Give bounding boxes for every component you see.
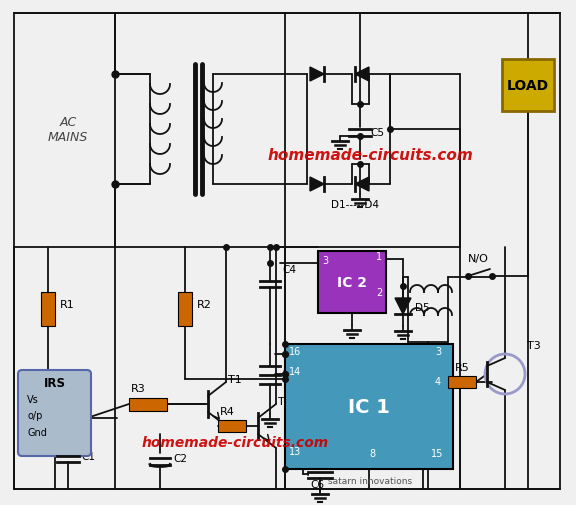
- Polygon shape: [310, 68, 324, 82]
- Text: C1: C1: [81, 451, 95, 461]
- Text: N/O: N/O: [468, 254, 489, 264]
- Text: C6: C6: [310, 479, 324, 489]
- Text: 3: 3: [322, 256, 328, 266]
- Text: D5: D5: [415, 302, 430, 313]
- Polygon shape: [310, 178, 324, 191]
- FancyBboxPatch shape: [285, 344, 453, 469]
- Text: homemade-circuits.com: homemade-circuits.com: [141, 435, 329, 449]
- Text: 1: 1: [376, 251, 382, 262]
- Polygon shape: [355, 68, 369, 82]
- Text: 4: 4: [435, 376, 441, 386]
- Text: R4: R4: [219, 406, 234, 416]
- Text: R2: R2: [197, 299, 212, 310]
- FancyBboxPatch shape: [502, 60, 554, 112]
- Text: T1: T1: [228, 374, 242, 384]
- Text: AC
MAINS: AC MAINS: [48, 116, 88, 144]
- Text: IC 2: IC 2: [337, 275, 367, 289]
- Text: satarn innovations: satarn innovations: [328, 476, 412, 485]
- Text: 2: 2: [376, 287, 382, 297]
- Text: 13: 13: [289, 446, 301, 456]
- Text: Vs: Vs: [27, 394, 39, 404]
- Text: T3: T3: [527, 340, 541, 350]
- Bar: [41, 292, 55, 326]
- Text: IRS: IRS: [44, 376, 66, 389]
- Polygon shape: [395, 298, 411, 315]
- Text: Gnd: Gnd: [27, 427, 47, 437]
- Text: R1: R1: [60, 299, 75, 310]
- Text: C3: C3: [282, 366, 296, 376]
- Bar: [178, 292, 192, 326]
- Text: 3: 3: [435, 346, 441, 357]
- Text: 14: 14: [289, 366, 301, 376]
- Bar: [129, 398, 167, 411]
- FancyBboxPatch shape: [318, 251, 386, 314]
- Text: C2: C2: [173, 453, 187, 463]
- Bar: [448, 376, 476, 388]
- Text: R3: R3: [131, 383, 145, 393]
- Bar: [218, 420, 246, 432]
- Text: LOAD: LOAD: [507, 79, 549, 93]
- Text: o/p: o/p: [27, 410, 43, 420]
- Text: R5: R5: [454, 362, 469, 372]
- Text: 16: 16: [289, 346, 301, 357]
- Text: D1-----D4: D1-----D4: [331, 199, 379, 210]
- Polygon shape: [355, 178, 369, 191]
- FancyBboxPatch shape: [18, 370, 91, 456]
- Text: C5: C5: [370, 128, 384, 138]
- Text: homemade-circuits.com: homemade-circuits.com: [267, 147, 473, 162]
- Text: 15: 15: [431, 448, 444, 458]
- Text: C4: C4: [282, 265, 296, 274]
- Text: 8: 8: [369, 448, 375, 458]
- Text: IC 1: IC 1: [348, 397, 390, 416]
- Text: T2: T2: [278, 396, 292, 406]
